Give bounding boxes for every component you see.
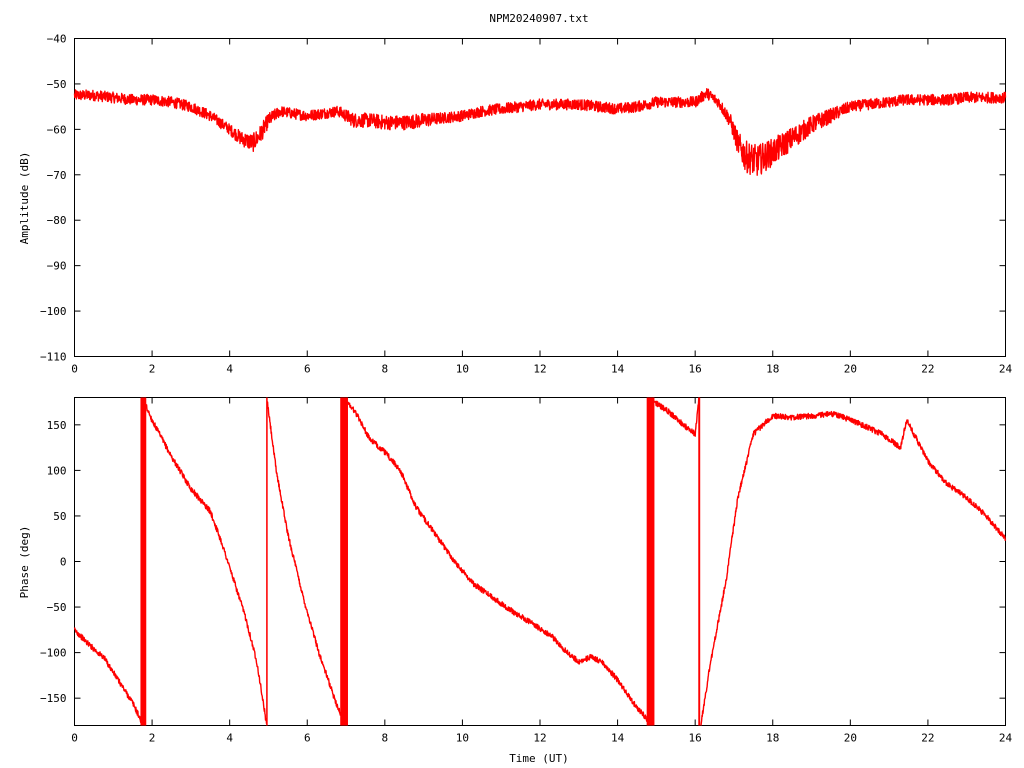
phase-phase-wrap-1	[340, 397, 348, 726]
phase-y-axis-label: Phase (deg)	[18, 526, 31, 599]
amplitude-x-tick-label: 20	[844, 363, 857, 376]
phase-series-segment-3	[347, 401, 650, 724]
phase-y-tick-label: −50	[47, 601, 67, 614]
phase-y-tick-label: −100	[40, 647, 67, 660]
amplitude-y-axis-label: Amplitude (dB)	[18, 152, 31, 245]
amplitude-series-line	[73, 88, 1007, 176]
phase-x-tick-label: 2	[149, 732, 156, 745]
amplitude-x-tick-label: 2	[149, 363, 156, 376]
amplitude-y-tick-label: −110	[40, 351, 67, 364]
amplitude-x-tick-label: 18	[766, 363, 779, 376]
phase-x-tick-label: 12	[533, 732, 546, 745]
phase-phase-wrap-4	[698, 397, 701, 726]
phase-x-tick-label: 24	[999, 732, 1013, 745]
phase-y-tick-label: 100	[47, 464, 67, 477]
phase-y-tick-label: 150	[47, 419, 67, 432]
phase-x-tick-label: 20	[844, 732, 857, 745]
phase-x-tick-label: 4	[226, 732, 233, 745]
phase-phase-wrap-0	[140, 397, 147, 726]
phase-x-tick-label: 16	[689, 732, 702, 745]
phase-series-segment-1	[143, 401, 268, 724]
amplitude-x-tick-label: 4	[226, 363, 233, 376]
phase-y-tick-label: −150	[40, 692, 67, 705]
amplitude-y-tick-label: −50	[47, 78, 67, 91]
phase-series-segment-4	[653, 397, 700, 437]
amplitude-x-tick-label: 6	[304, 363, 311, 376]
phase-panel: 0 2 4 6 8 10 12 14 16 18 20 22 24−150−100−5005010015…	[18, 397, 1013, 765]
amplitude-x-tick-label: 12	[533, 363, 546, 376]
phase-x-tick-label: 8	[382, 732, 389, 745]
phase-x-tick-label: 18	[766, 732, 779, 745]
amplitude-x-tick-label: 0	[71, 363, 78, 376]
amplitude-x-tick-label: 24	[999, 363, 1013, 376]
amplitude-y-tick-label: −90	[47, 260, 67, 273]
phase-phase-wrap-3	[266, 397, 268, 726]
phase-phase-wrap-2	[646, 397, 655, 726]
phase-x-axis-label: Time (UT)	[509, 752, 569, 765]
amplitude-plot-frame	[74, 38, 1006, 357]
phase-x-tick-label: 10	[456, 732, 469, 745]
amplitude-y-tick-label: −70	[47, 169, 67, 182]
amplitude-x-tick-label: 16	[689, 363, 702, 376]
page-title: NPM20240907.txt	[489, 12, 588, 25]
phase-x-tick-label: 0	[71, 732, 78, 745]
amplitude-y-tick-label: −40	[47, 33, 67, 46]
amplitude-y-tick-label: −60	[47, 123, 67, 136]
amplitude-x-tick-label: 14	[611, 363, 625, 376]
amplitude-y-tick-label: −80	[47, 214, 67, 227]
phase-x-tick-label: 6	[304, 732, 311, 745]
phase-y-tick-label: 50	[53, 510, 66, 523]
phase-x-tick-label: 14	[611, 732, 625, 745]
amplitude-y-tick-label: −100	[40, 305, 67, 318]
phase-series-segment-5	[700, 410, 1007, 726]
phase-plot-frame	[74, 397, 1006, 726]
phase-series-segment-0	[73, 627, 144, 724]
amplitude-panel: 0 2 4 6 8 10 12 14 16 18 20 22 24−110−100−90−80−70−6…	[18, 33, 1012, 376]
phase-y-tick-label: 0	[60, 556, 67, 569]
amplitude-x-tick-label: 10	[456, 363, 469, 376]
amplitude-x-tick-label: 8	[382, 363, 389, 376]
phase-x-tick-label: 22	[921, 732, 934, 745]
phase-series-segment-2	[266, 401, 345, 724]
amplitude-x-tick-label: 22	[921, 363, 934, 376]
